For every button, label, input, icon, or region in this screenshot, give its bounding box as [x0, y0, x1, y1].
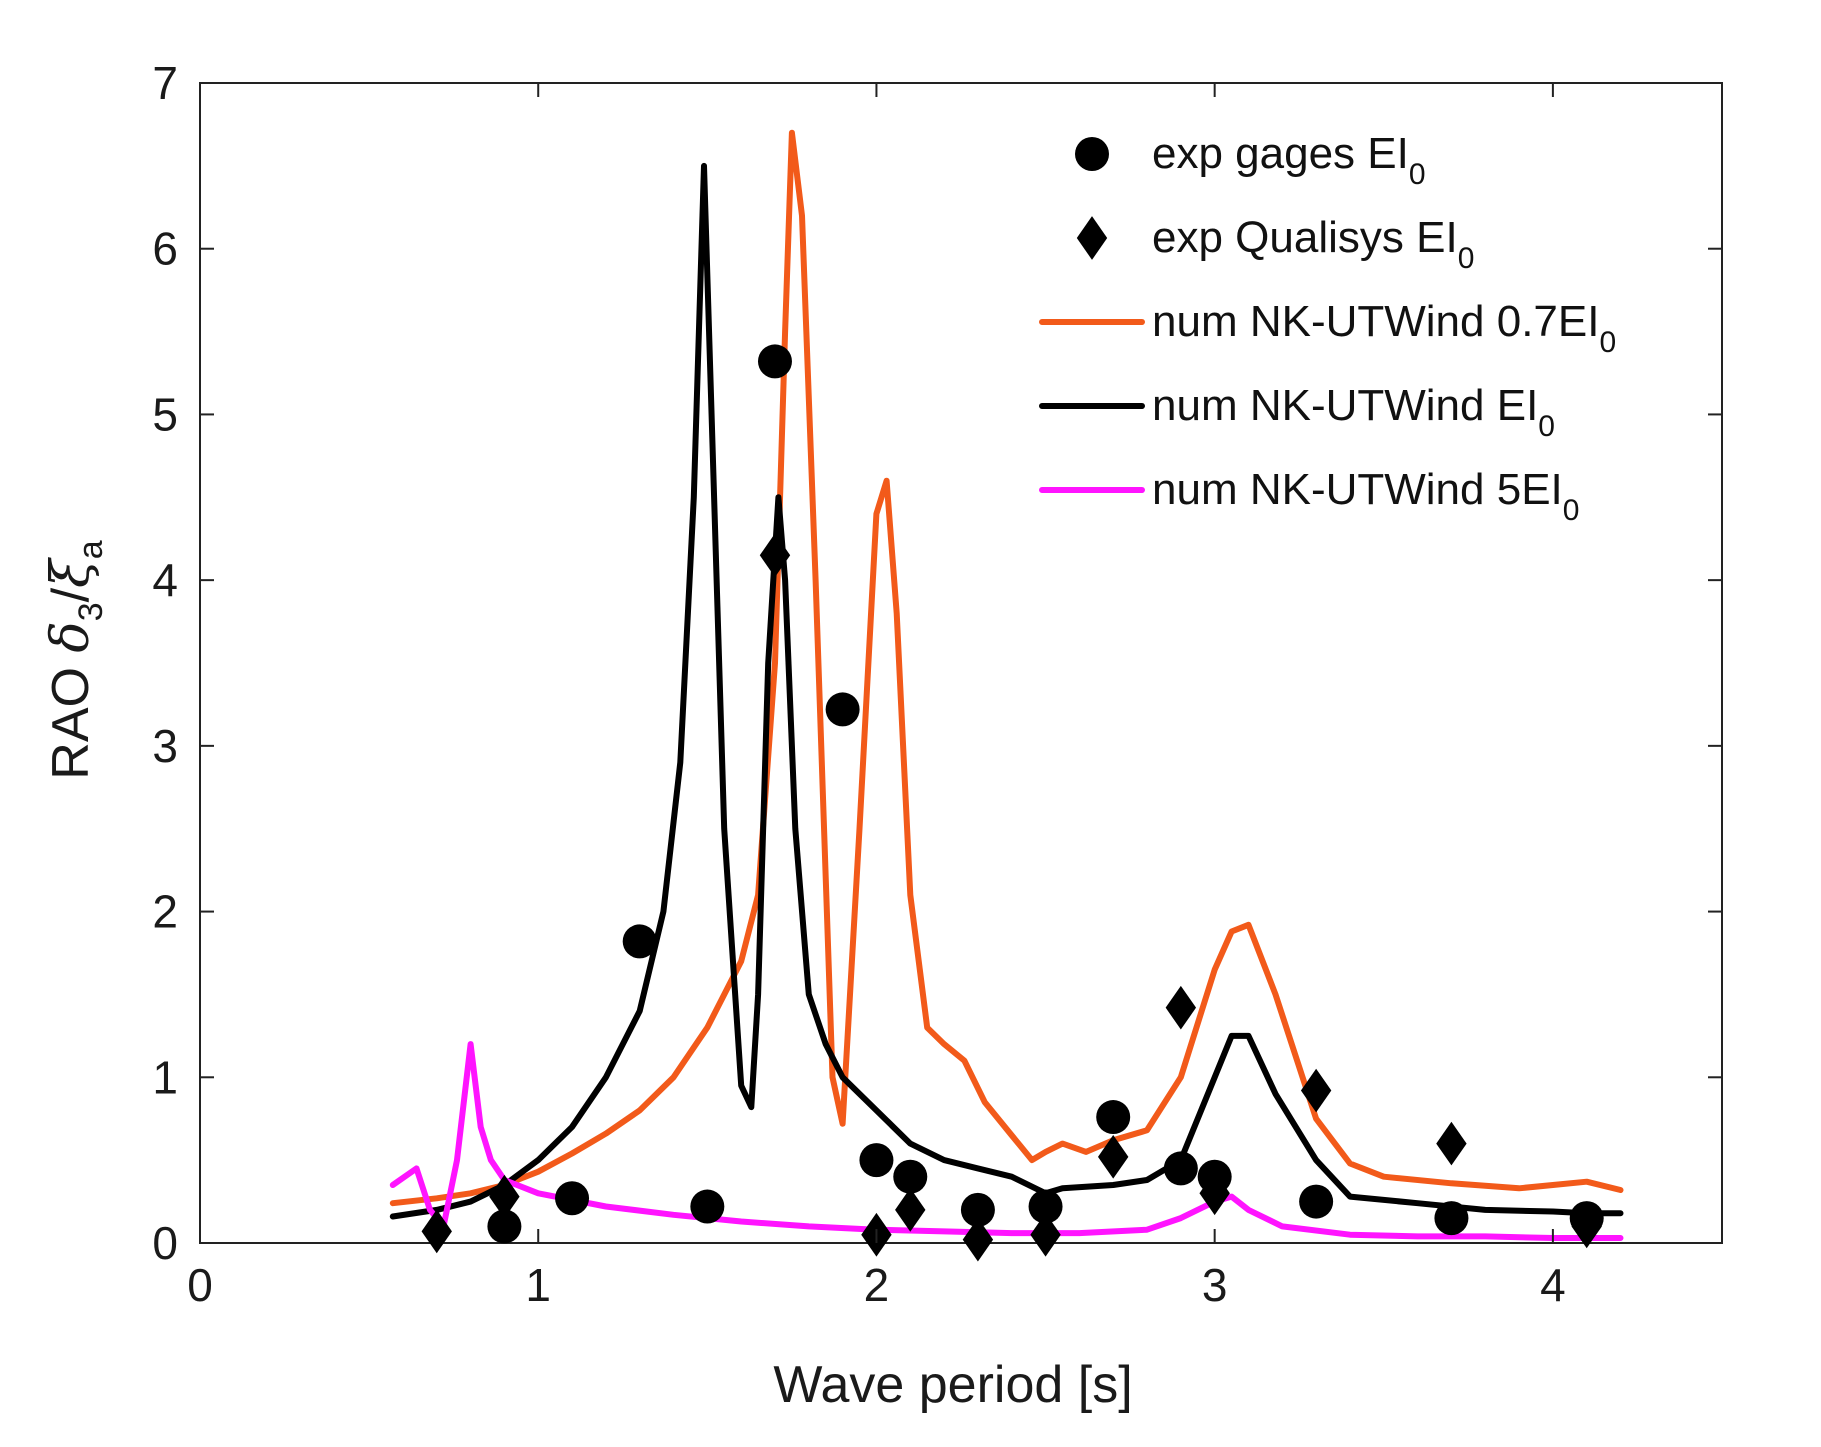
y-axis-title-prefix: RAO: [42, 653, 100, 780]
x-axis-title: Wave period [s]: [773, 1356, 1132, 1414]
y-tick-label: 0: [152, 1217, 178, 1269]
series-line: [389, 129, 1624, 1207]
legend-label-text: num NK-UTWind 0.7EI: [1152, 297, 1599, 346]
legend-label-text: num NK-UTWind 5EI: [1152, 465, 1563, 514]
x-tick-label: 0: [187, 1259, 213, 1311]
data-point-diamond: [1571, 1204, 1602, 1249]
data-point-circle: [893, 1159, 928, 1194]
axes-frame-group: [199, 82, 1723, 1244]
series-line: [389, 162, 1624, 1220]
y-tick-label: 5: [152, 388, 178, 440]
y-tick-label: 2: [152, 886, 178, 938]
data-point-diamond: [1098, 1134, 1129, 1179]
legend-label-text: exp gages EI: [1152, 129, 1409, 178]
y-axis-title-numerator: δ: [41, 621, 101, 652]
y-tick-label: 3: [152, 720, 178, 772]
data-point-circle: [859, 1143, 894, 1178]
legend-label-subscript: 0: [1563, 494, 1580, 527]
data-point-diamond: [759, 533, 791, 578]
legend-label: num NK-UTWind 5EI0: [1152, 465, 1579, 527]
y-axis-title-separator: /: [42, 587, 100, 602]
x-tick-label: 1: [525, 1259, 551, 1311]
y-tick-label: 4: [152, 554, 178, 606]
data-point-circle: [1096, 1100, 1131, 1135]
legend-marker: [1076, 216, 1108, 260]
legend-label: num NK-UTWind 0.7EI0: [1152, 297, 1616, 359]
data-point-diamond: [1165, 985, 1197, 1030]
data-point-diamond: [962, 1217, 994, 1262]
series-group: [389, 129, 1624, 1262]
data-point-circle: [960, 1192, 995, 1227]
data-point-circle: [1028, 1189, 1063, 1224]
data-point-circle: [487, 1209, 522, 1244]
y-tick-label: 6: [152, 223, 178, 275]
legend-label-text: exp Qualisys EI: [1152, 213, 1458, 262]
data-point-diamond: [489, 1174, 520, 1219]
legend-label-text: num NK-UTWind EI: [1152, 381, 1538, 430]
data-point-diamond: [895, 1188, 926, 1232]
data-point-diamond: [1436, 1121, 1467, 1166]
plot-frame: [199, 82, 1723, 1244]
data-point-circle: [690, 1189, 725, 1224]
y-axis-title: RAO δ3/ξa: [41, 540, 110, 779]
y-axis-title-denominator: ξ: [41, 557, 101, 588]
data-point-diamond: [421, 1209, 452, 1254]
data-point-diamond: [1300, 1068, 1332, 1113]
x-tick-label: 2: [864, 1259, 890, 1311]
legend-label-subscript: 0: [1538, 410, 1555, 443]
data-point-diamond: [1199, 1171, 1230, 1216]
data-point-circle: [1434, 1201, 1469, 1236]
y-tick-label: 7: [152, 57, 178, 109]
data-point-circle: [1299, 1184, 1334, 1219]
ticks-group: 0 1 2 3 4 0 1 2 3 4 5 6 7: [152, 57, 1722, 1311]
legend-label-subscript: 0: [1599, 326, 1616, 359]
data-point-circle: [622, 924, 657, 959]
x-tick-label: 3: [1202, 1259, 1228, 1311]
x-tick-label: 4: [1540, 1259, 1566, 1311]
y-axis-title-denominator-sub: a: [72, 540, 110, 559]
legend-label-subscript: 0: [1409, 158, 1426, 191]
legend-label-subscript: 0: [1458, 242, 1475, 275]
data-point-circle: [757, 344, 792, 379]
data-point-circle: [555, 1181, 590, 1216]
y-axis-title-numerator-sub: 3: [72, 602, 110, 621]
data-point-circle: [825, 692, 860, 727]
legend-label: num NK-UTWind EI0: [1152, 381, 1555, 443]
legend-marker: [1075, 137, 1109, 171]
data-point-diamond: [1030, 1212, 1061, 1257]
data-point-circle: [1163, 1151, 1198, 1186]
legend-label: exp gages EI0: [1152, 129, 1426, 191]
y-tick-label: 1: [152, 1051, 178, 1103]
legend-label: exp Qualisys EI0: [1152, 213, 1474, 275]
